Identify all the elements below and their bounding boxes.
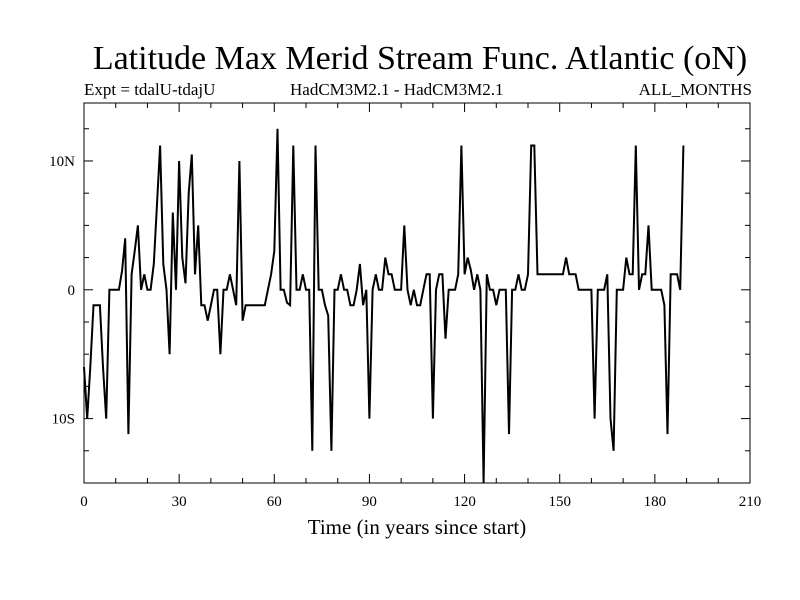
x-tick-label: 90 [362, 494, 377, 510]
experiment-label: Expt = tdalU-tdajU [84, 80, 216, 99]
x-axis-label: Time (in years since start) [307, 515, 527, 539]
model-label: HadCM3M2.1 - HadCM3M2.1 [290, 80, 504, 99]
y-tick-label: 10N [49, 154, 75, 170]
plot-frame [83, 102, 751, 484]
x-tick-label: 150 [548, 494, 571, 510]
chart-title: Latitude Max Merid Stream Func. Atlantic… [92, 40, 748, 77]
x-tick-label: 120 [453, 494, 476, 510]
x-tick-label: 60 [267, 494, 282, 510]
x-tick-label: 30 [172, 494, 187, 510]
series-line [83, 128, 685, 484]
x-tick-label: 0 [80, 494, 88, 510]
x-tick-label: 210 [739, 494, 762, 510]
y-tick-label: 0 [68, 283, 76, 299]
months-label: ALL_MONTHS [638, 80, 752, 99]
x-tick-label: 180 [644, 494, 667, 510]
y-tick-label: 10S [52, 412, 75, 428]
